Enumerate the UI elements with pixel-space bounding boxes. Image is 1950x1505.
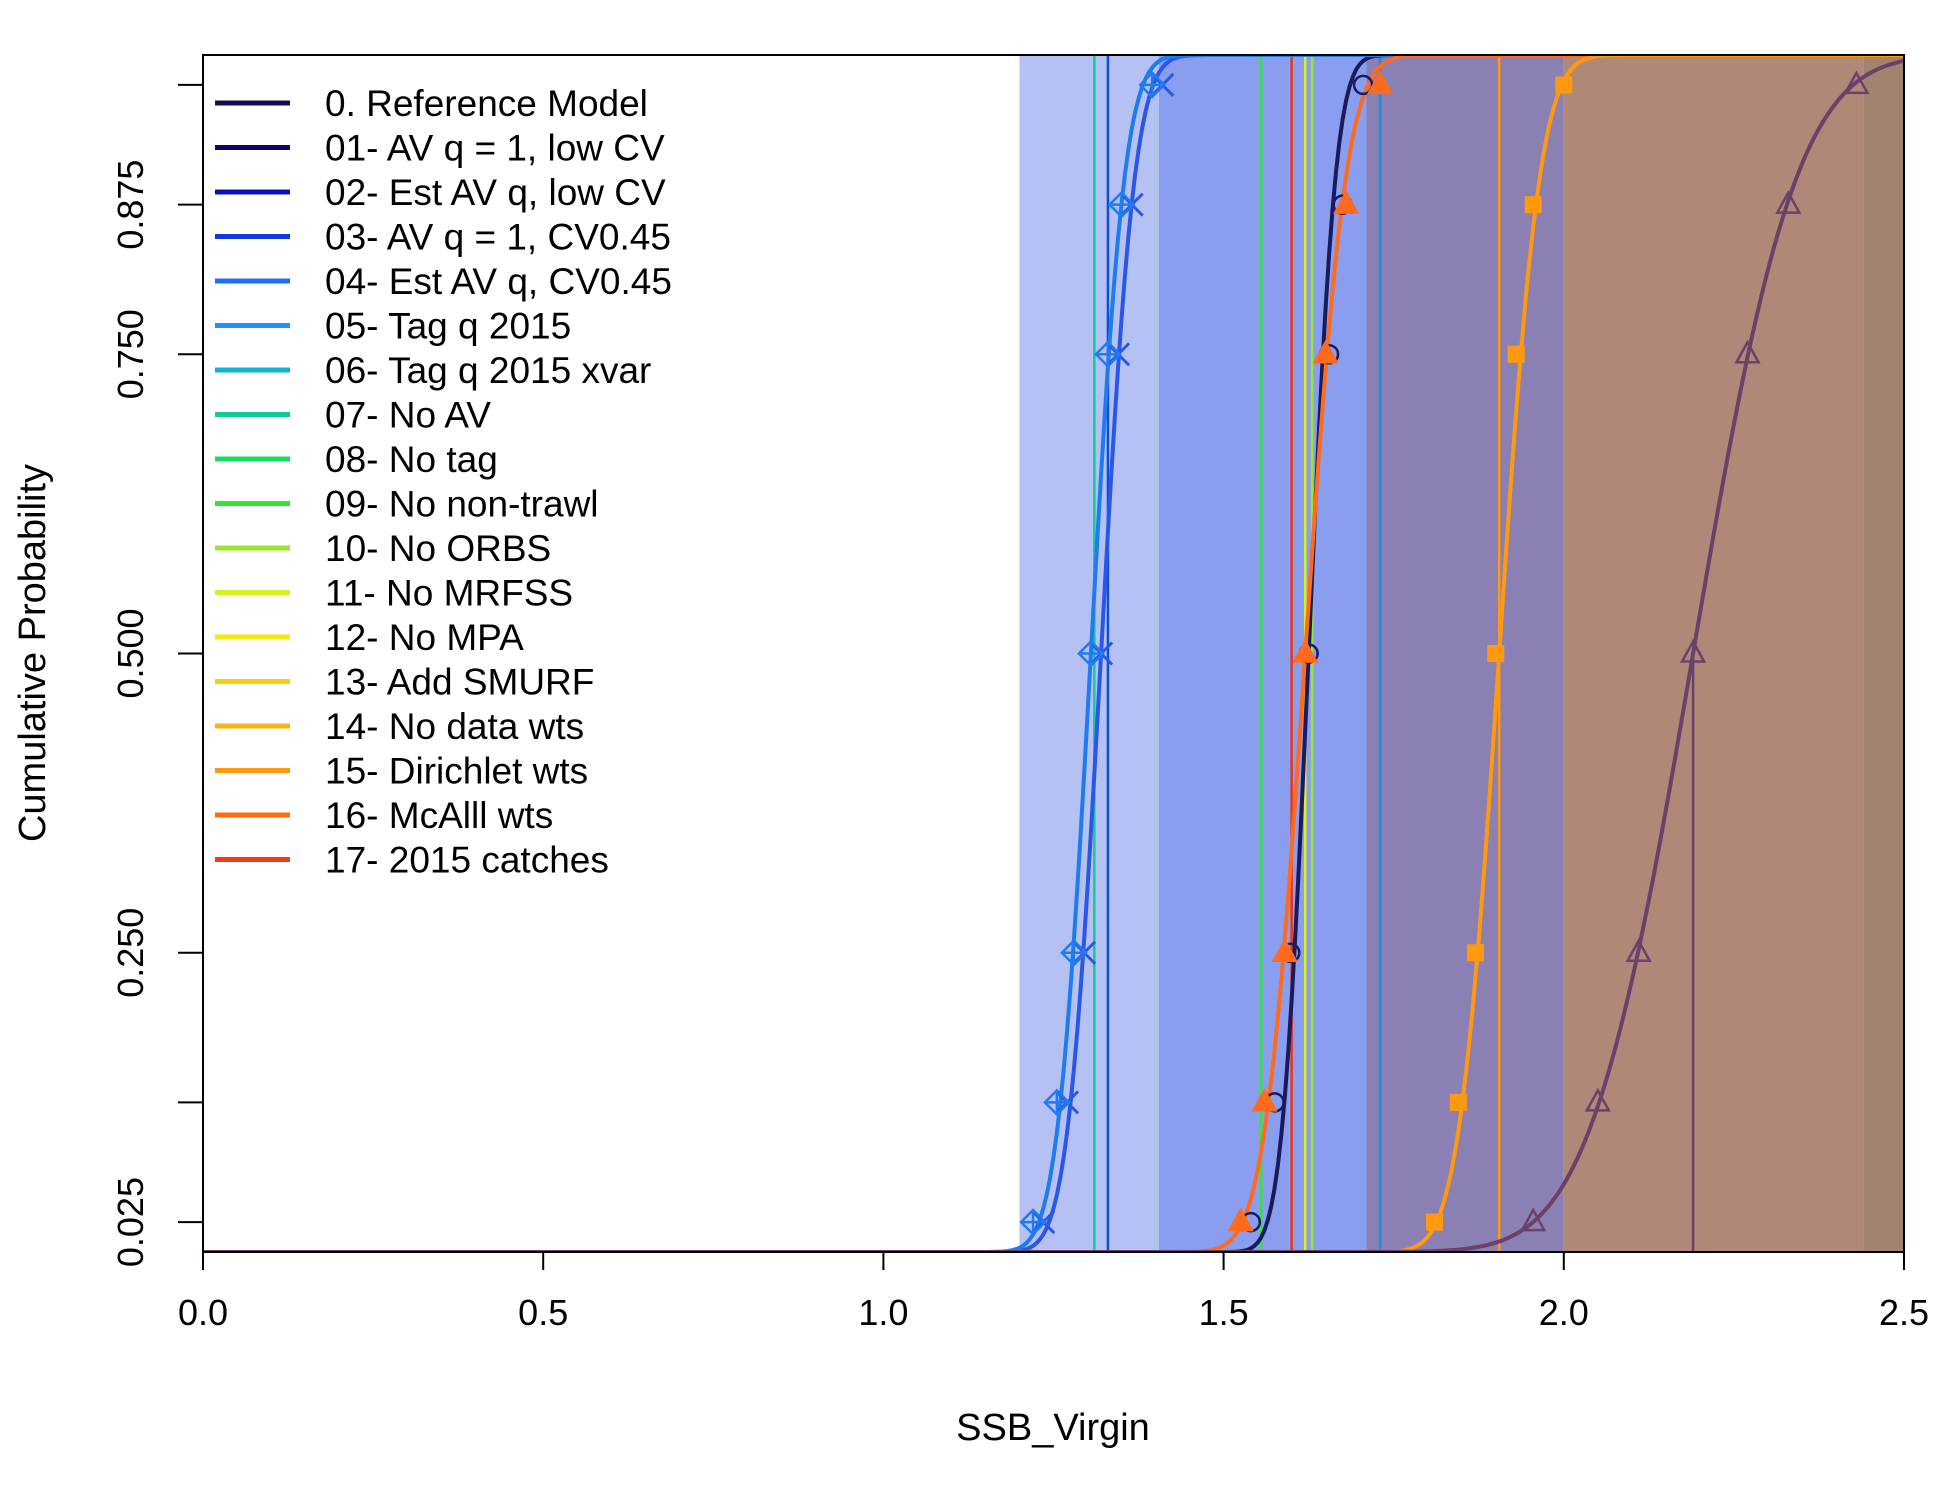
y-tick-label-2: 0.500 xyxy=(110,608,151,698)
shaded-region-4 xyxy=(1863,55,1904,1252)
marker-3-1 xyxy=(1251,1087,1278,1112)
marker-5-0 xyxy=(1520,1207,1547,1232)
y-tick-label-3: 0.750 xyxy=(110,309,151,399)
legend-label-3: 03- AV q = 1, CV0.45 xyxy=(325,217,671,258)
legend-label-0: 0. Reference Model xyxy=(325,83,648,124)
cdf-curve-2 xyxy=(203,55,1904,1252)
marker-4-5 xyxy=(1524,196,1542,214)
legend-label-12: 12- No MPA xyxy=(325,617,524,658)
cdf-curve-5 xyxy=(203,58,1904,1252)
marker-2-3 xyxy=(1077,639,1105,668)
legend-label-14: 14- No data wts xyxy=(325,706,584,747)
marker-5-5 xyxy=(1775,190,1802,214)
legend-label-6: 06- Tag q 2015 xvar xyxy=(325,350,651,391)
marker-3-4 xyxy=(1312,339,1339,364)
marker-3-3 xyxy=(1292,638,1319,663)
plot-area xyxy=(203,55,1904,1252)
x-tick-label-4: 2.0 xyxy=(1539,1292,1589,1333)
marker-4-0 xyxy=(1426,1213,1444,1231)
legend-label-17: 17- 2015 catches xyxy=(325,840,609,881)
legend-label-7: 07- No AV xyxy=(325,395,491,436)
legend-label-10: 10- No ORBS xyxy=(325,528,551,569)
marker-3-5 xyxy=(1332,190,1360,214)
marker-4-6 xyxy=(1555,76,1573,94)
shaded-regions xyxy=(1019,55,1904,1252)
marker-4-1 xyxy=(1449,1093,1467,1111)
marker-5-6 xyxy=(1843,70,1870,95)
marker-5-3 xyxy=(1679,638,1707,663)
legend-label-1: 01- AV q = 1, low CV xyxy=(325,128,665,169)
marker-2-6 xyxy=(1138,71,1166,99)
shaded-region-1 xyxy=(1158,55,1367,1252)
y-tick-label-4: 0.875 xyxy=(110,160,151,250)
legend-label-9: 09- No non-trawl xyxy=(325,484,599,525)
legend-label-5: 05- Tag q 2015 xyxy=(325,306,571,347)
marker-3-2 xyxy=(1271,938,1298,962)
x-axis: 0.0 0.5 1.0 1.5 2.0 2.5 xyxy=(178,1251,1929,1333)
marker-2-5 xyxy=(1107,190,1136,219)
y-tick-label-1: 0.250 xyxy=(110,908,151,998)
marker-3-0 xyxy=(1227,1207,1254,1232)
y-axis: 0.025 0.250 0.500 0.750 0.875 xyxy=(110,83,204,1267)
legend-label-15: 15- Dirichlet wts xyxy=(325,751,588,792)
cdf-curve-1 xyxy=(203,55,1904,1252)
y-axis-title: Cumulative Probability xyxy=(12,464,54,842)
marker-2-1 xyxy=(1043,1088,1071,1117)
y-tick-label-0: 0.025 xyxy=(110,1177,151,1267)
marker-2-0 xyxy=(1019,1208,1047,1236)
marker-3-6 xyxy=(1366,70,1394,95)
x-tick-label-5: 2.5 xyxy=(1879,1292,1929,1333)
legend-label-13: 13- Add SMURF xyxy=(325,662,594,703)
legend-label-4: 04- Est AV q, CV0.45 xyxy=(325,261,672,302)
marker-4-2 xyxy=(1466,944,1484,962)
legend-label-11: 11- No MRFSS xyxy=(325,573,573,614)
x-tick-label-1: 0.5 xyxy=(518,1292,568,1333)
x-tick-label-3: 1.5 xyxy=(1199,1292,1249,1333)
marker-4-3 xyxy=(1487,645,1505,662)
marker-2-4 xyxy=(1094,340,1122,369)
x-tick-label-0: 0.0 xyxy=(178,1292,228,1333)
legend-label-16: 16- McAlll wts xyxy=(325,795,553,836)
marker-5-4 xyxy=(1734,339,1761,364)
marker-2-2 xyxy=(1060,938,1088,967)
legend-label-2: 02- Est AV q, low CV xyxy=(325,172,666,213)
marker-5-1 xyxy=(1584,1087,1611,1112)
vertical-lines xyxy=(1093,55,1695,1252)
legend-label-8: 08- No tag xyxy=(325,439,498,480)
x-tick-label-2: 1.0 xyxy=(858,1292,908,1333)
marker-5-2 xyxy=(1625,938,1652,962)
curve-markers xyxy=(1019,70,1870,1236)
x-axis-title: SSB_Virgin xyxy=(956,1407,1150,1449)
marker-4-4 xyxy=(1507,345,1525,363)
